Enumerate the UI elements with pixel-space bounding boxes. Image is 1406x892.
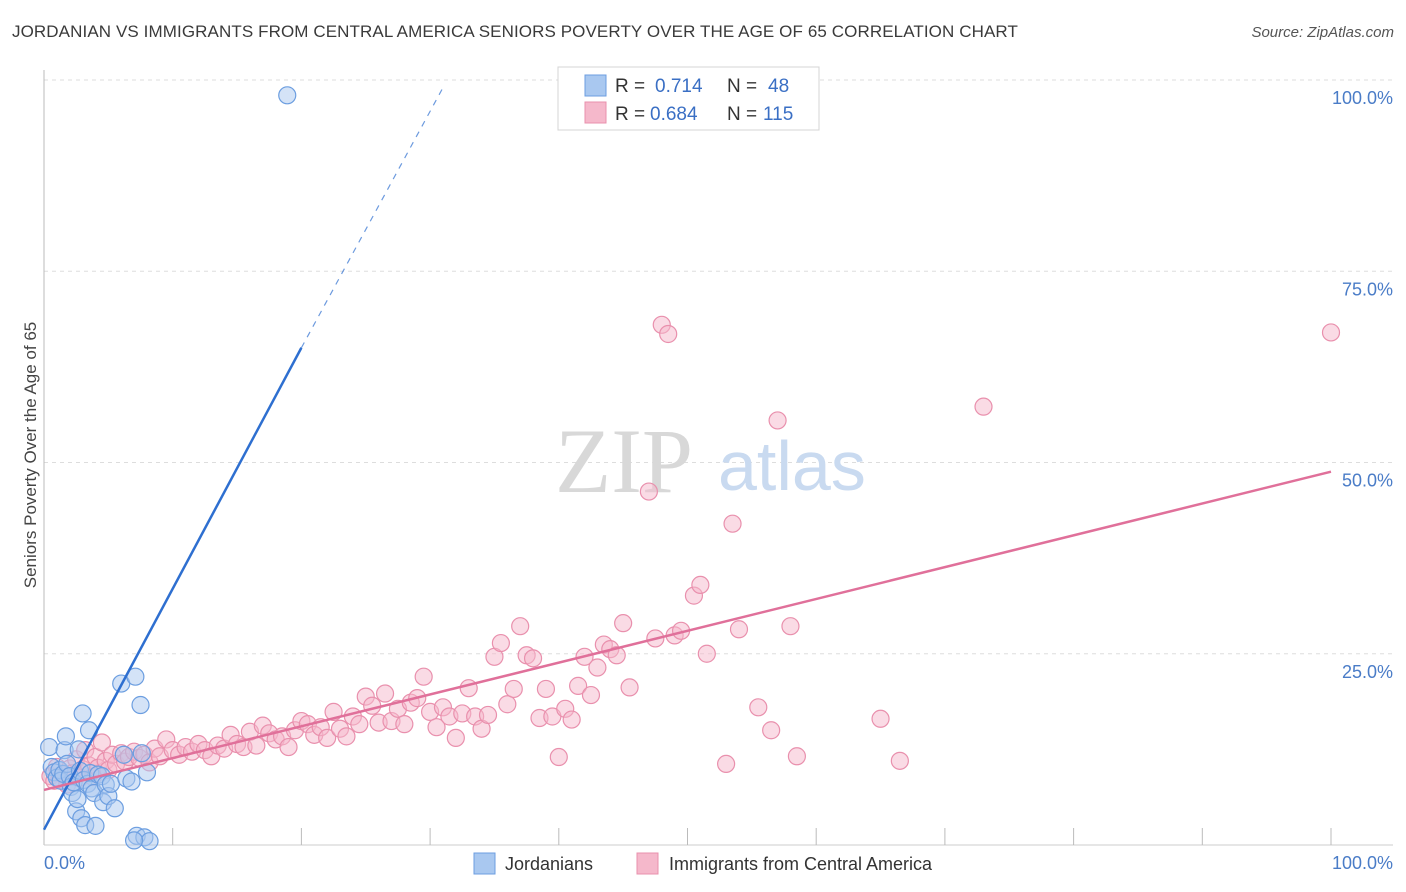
pink-point-111 [697, 644, 716, 663]
pink-point-75 [446, 728, 465, 748]
y-tick-label-2: 75.0% [1342, 279, 1393, 299]
pink-point-123 [1321, 323, 1341, 342]
watermark-zip: ZIP [555, 410, 693, 512]
blue-point-9 [56, 727, 75, 746]
pink-point-87 [523, 649, 543, 668]
pink-point-96 [581, 685, 601, 705]
pink-points [41, 315, 1341, 794]
pink-point-60 [350, 715, 369, 734]
blue-point-34 [101, 774, 121, 793]
pink-point-115 [749, 698, 768, 717]
pink-point-93 [562, 710, 581, 729]
pink-point-85 [511, 617, 530, 636]
bottom-legend: Jordanians Immigrants from Central Ameri… [473, 852, 933, 875]
pink-point-89 [536, 679, 556, 699]
pink-point-100 [607, 646, 626, 665]
pink-point-16 [92, 733, 112, 752]
pink-point-62 [363, 696, 382, 715]
chart-title: JORDANIAN VS IMMIGRANTS FROM CENTRAL AME… [12, 22, 1018, 41]
legend-r-label-blue: R = [615, 76, 645, 97]
bottom-legend-swatch-pink [636, 852, 659, 875]
watermark: ZIP atlas [555, 410, 866, 512]
y-tick-label-0: 25.0% [1342, 662, 1393, 682]
blue-trend-line [42, 347, 303, 831]
pink-point-70 [414, 667, 433, 686]
blue-point-20 [73, 704, 92, 723]
pink-point-97 [588, 658, 607, 677]
pink-point-102 [620, 678, 639, 697]
legend-n-value-blue: 48 [768, 76, 789, 97]
pink-point-83 [498, 695, 517, 714]
pink-point-110 [691, 575, 710, 595]
pink-point-91 [549, 747, 568, 767]
blue-point-39 [122, 772, 141, 791]
pink-point-122 [974, 397, 993, 416]
x-tick-label-1: 100.0% [1332, 853, 1393, 873]
pink-point-64 [375, 684, 395, 703]
source-label: Source: ZipAtlas.com [1251, 24, 1394, 41]
bottom-legend-swatch-blue [473, 852, 496, 875]
pink-point-112 [717, 754, 736, 774]
blue-point-37 [114, 745, 133, 764]
pink-point-94 [569, 676, 588, 695]
blue-point-0 [278, 86, 297, 105]
y-tick-label-3: 100.0% [1332, 88, 1393, 108]
pink-point-84 [504, 679, 523, 699]
x-tick-label-0: 0.0% [44, 853, 85, 873]
pink-point-49 [279, 737, 298, 757]
pink-point-118 [781, 617, 800, 636]
x-tick-labels: 0.0% 100.0% [44, 853, 1393, 873]
pink-point-106 [659, 324, 678, 344]
pink-point-113 [723, 514, 742, 533]
pink-point-82 [491, 633, 510, 653]
legend-r-value-blue: 0.714 [655, 76, 703, 97]
pink-point-121 [890, 751, 909, 770]
watermark-atlas: atlas [718, 427, 866, 505]
pink-point-58 [337, 727, 356, 746]
legend-n-label-pink: N = [727, 104, 757, 125]
y-axis-title: Seniors Poverty Over the Age of 65 [21, 322, 40, 588]
blue-trend-extension [300, 87, 444, 349]
pink-point-80 [478, 705, 498, 725]
blue-point-28 [86, 816, 105, 835]
pink-point-67 [395, 715, 414, 734]
blue-point-45 [124, 831, 144, 850]
blue-point-35 [105, 799, 124, 818]
bottom-legend-label-pink: Immigrants from Central America [669, 854, 933, 874]
pink-point-117 [768, 411, 787, 430]
pink-point-72 [427, 718, 446, 737]
blue-point-1 [40, 737, 59, 757]
pink-point-116 [762, 721, 781, 740]
legend-swatch-blue [584, 74, 607, 97]
pink-point-55 [318, 728, 337, 748]
blue-point-47 [132, 744, 151, 763]
pink-point-119 [787, 747, 806, 766]
y-tick-labels: 25.0% 50.0% 75.0% 100.0% [1332, 88, 1393, 682]
pink-point-114 [729, 620, 749, 639]
blue-point-16 [68, 789, 87, 809]
pink-trend-line [43, 470, 1332, 792]
legend-n-value-pink: 115 [763, 104, 793, 125]
blue-point-44 [140, 832, 159, 851]
pink-point-101 [614, 614, 633, 633]
pink-point-120 [871, 709, 890, 728]
bottom-legend-label-blue: Jordanians [505, 854, 593, 874]
trend-lines [42, 87, 1332, 831]
legend-r-label-pink: R = [615, 104, 645, 125]
axes [43, 70, 1393, 846]
legend-r-value-pink: 0.684 [650, 104, 698, 125]
blue-point-41 [131, 695, 150, 715]
y-tick-label-1: 50.0% [1342, 471, 1393, 491]
legend-swatch-pink [584, 101, 607, 124]
grid-lines [44, 79, 1393, 655]
blue-points [40, 86, 297, 851]
legend-n-label-blue: N = [727, 76, 757, 97]
top-legend: R = 0.714 N = 48 R = 0.684 N = 115 [557, 66, 820, 131]
pink-point-103 [639, 482, 658, 501]
